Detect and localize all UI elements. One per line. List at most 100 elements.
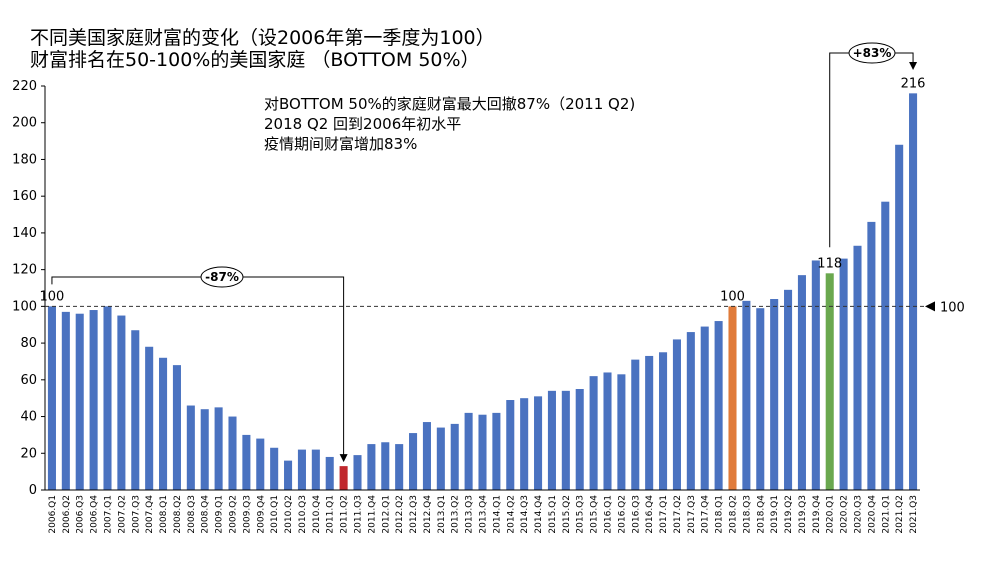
y-tick-label: 60 [20,373,37,388]
y-tick-label: 180 [12,152,37,167]
bar-2021-q3 [909,93,918,490]
bar-2015-q4 [589,376,598,490]
x-tick-label: 2020.Q1 [826,495,836,534]
x-tick-label: 2008.Q2 [173,495,183,534]
x-tick-label: 2021.Q1 [881,495,891,534]
x-axis: 2006.Q1 2006.Q2 2006.Q3 2006.Q4 2007.Q1 2007.… [45,489,920,534]
gain-arrow-icon [909,62,918,70]
bar-2015-q3 [575,389,584,490]
x-tick-label: 2021.Q3 [909,495,919,534]
x-tick-label: 2008.Q4 [201,495,211,534]
x-tick-label: 2013.Q1 [437,495,447,534]
bar-2008-q1 [159,357,168,490]
bar-2013-q2 [450,423,459,490]
bar-2016-q4 [645,355,654,490]
bar-2008-q3 [186,405,195,490]
x-tick-label: 2019.Q2 [784,495,794,534]
y-tick-label: 0 [29,483,37,498]
bar-2011-q2 [339,466,348,490]
drawdown-callout: -87% [51,266,348,463]
y-tick-label: 80 [20,336,37,351]
bar-2011-q1 [325,456,334,490]
bar-2015-q1 [547,390,556,490]
bar-2019-q2 [784,289,793,490]
bar-2016-q1 [603,372,612,490]
bar-2014-q1 [492,412,501,490]
x-tick-label: 2015.Q3 [576,495,586,534]
x-tick-label: 2013.Q3 [465,495,475,534]
x-tick-label: 2009.Q2 [229,495,239,534]
bar-2008-q4 [200,409,209,490]
bar-2014-q4 [534,396,543,490]
bar-2007-q3 [131,330,140,490]
x-tick-label: 2015.Q4 [590,495,600,534]
x-tick-label: 2008.Q1 [159,495,169,534]
bar-2007-q2 [117,315,126,490]
x-tick-label: 2009.Q3 [242,495,252,534]
x-tick-label: 2013.Q2 [451,495,461,534]
x-tick-label: 2006.Q3 [76,495,86,534]
x-tick-label: 2011.Q1 [326,495,336,534]
bar-2020-q1 [825,273,834,490]
x-tick-label: 2014.Q4 [534,495,544,534]
bar-2021-q1 [881,201,890,490]
bar-2013-q4 [478,414,487,490]
x-tick-label: 2010.Q3 [298,495,308,534]
x-tick-label: 2014.Q1 [492,495,502,534]
bar-2009-q2 [228,416,237,490]
x-tick-label: 2007.Q4 [145,495,155,534]
bar-2006-q1 [47,306,56,490]
bar-2013-q3 [464,412,473,490]
bar-2020-q2 [839,258,848,490]
x-tick-label: 2013.Q4 [479,495,489,534]
chart-title-line2: 财富排名在50-100%的美国家庭 （BOTTOM 50%） [30,49,480,71]
x-tick-label: 2012.Q4 [423,495,433,534]
x-tick-label: 2018.Q1 [715,495,725,534]
x-tick-label: 2012.Q2 [395,495,405,534]
bar-2007-q1 [103,306,112,490]
x-tick-label: 2017.Q2 [673,495,683,534]
bar-2018-q1 [714,321,723,490]
x-tick-label: 2007.Q1 [104,495,114,534]
label-2020q1: 118 [817,256,842,271]
x-tick-label: 2011.Q3 [354,495,364,534]
x-tick-label: 2009.Q1 [215,495,225,534]
bar-2020-q3 [853,245,862,490]
x-tick-label: 2018.Q2 [729,495,739,534]
x-tick-label: 2019.Q4 [812,495,822,534]
y-tick-label: 160 [12,189,37,204]
bar-2015-q2 [561,390,570,490]
x-tick-label: 2016.Q1 [604,495,614,534]
x-tick-label: 2007.Q2 [117,495,127,534]
x-tick-label: 2014.Q3 [520,495,530,534]
bar-2017-q1 [659,352,668,490]
x-tick-label: 2010.Q1 [270,495,280,534]
annotation-line-2: 2018 Q2 回到2006年初水平 [264,115,462,133]
bar-2019-q1 [770,299,779,490]
y-tick-label: 20 [20,446,37,461]
y-tick-label: 40 [20,410,37,425]
x-tick-label: 2020.Q4 [867,495,877,534]
bar-2010-q3 [297,449,306,490]
x-tick-label: 2018.Q4 [756,495,766,534]
bars [47,93,918,490]
bar-2018-q3 [742,300,751,490]
x-tick-label: 2006.Q1 [48,495,58,534]
bar-2010-q4 [311,449,320,490]
bar-2006-q3 [75,313,84,490]
annotation-line-3: 疫情期间财富增加83% [264,135,418,153]
x-tick-label: 2015.Q1 [548,495,558,534]
x-tick-label: 2017.Q1 [659,495,669,534]
gain-badge [848,42,896,64]
bar-2011-q4 [367,444,376,490]
drawdown-label: -87% [205,270,239,284]
x-tick-label: 2019.Q1 [770,495,780,534]
x-tick-label: 2012.Q3 [409,495,419,534]
x-tick-label: 2021.Q2 [895,495,905,534]
y-tick-label: 140 [12,226,37,241]
bar-2009-q4 [256,438,265,490]
x-tick-label: 2008.Q3 [187,495,197,534]
x-tick-label: 2017.Q4 [701,495,711,534]
x-tick-label: 2012.Q1 [381,495,391,534]
bar-2020-q4 [867,221,876,490]
